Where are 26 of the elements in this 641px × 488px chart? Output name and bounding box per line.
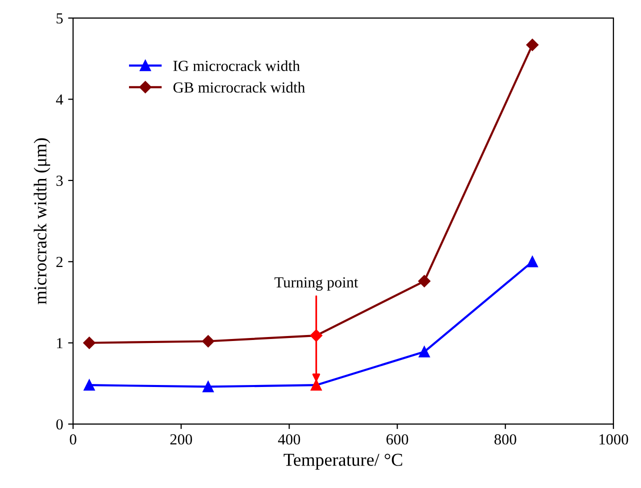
annotation: Turning point — [274, 277, 358, 291]
x-tick-label: 600 — [386, 434, 408, 445]
point — [418, 275, 430, 288]
y-tick-label: 3 — [56, 176, 63, 186]
point — [83, 336, 96, 349]
point — [526, 38, 538, 51]
y-tick-label: 5 — [56, 13, 63, 24]
point — [202, 335, 214, 348]
x-tick-label: 800 — [494, 434, 516, 445]
x-tick-label: 200 — [170, 434, 192, 445]
point — [418, 346, 430, 358]
y-tick-label: 0 — [56, 419, 63, 430]
legend-label: GB microcrack width — [173, 82, 305, 93]
y-tick-label: 1 — [57, 338, 62, 348]
point — [526, 256, 538, 268]
point — [84, 380, 95, 391]
point — [202, 381, 214, 392]
x-tick-label: 400 — [278, 434, 300, 445]
y-tick-label: 4 — [56, 94, 64, 105]
x-axis-title: Temperature/ °C — [284, 454, 402, 470]
y-tick-label: 2 — [56, 256, 63, 267]
x-tick-label: 0 — [70, 434, 76, 445]
x-tick-label: 1000 — [600, 434, 628, 445]
y-axis-title: microcrack width (μm) — [34, 138, 50, 304]
legend-label: IG microcrack width — [173, 60, 300, 72]
point — [310, 380, 322, 391]
